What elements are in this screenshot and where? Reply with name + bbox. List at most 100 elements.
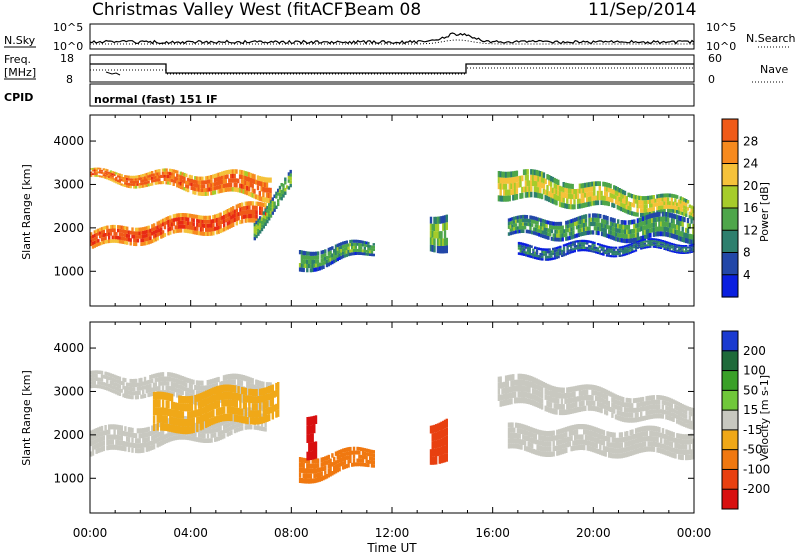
data-cell bbox=[262, 394, 265, 402]
data-cell bbox=[647, 446, 650, 452]
data-cell bbox=[316, 458, 320, 464]
data-cell bbox=[510, 177, 513, 184]
data-cell bbox=[431, 244, 434, 252]
data-cell bbox=[624, 441, 627, 448]
data-cell bbox=[336, 455, 339, 460]
data-cell bbox=[638, 442, 641, 448]
data-cell bbox=[627, 440, 631, 447]
data-cell bbox=[587, 240, 591, 243]
data-cell bbox=[561, 252, 564, 255]
data-cell bbox=[631, 219, 634, 225]
data-cell bbox=[133, 231, 136, 235]
data-cell bbox=[264, 187, 267, 193]
data-cell bbox=[634, 247, 638, 250]
data-cell bbox=[602, 232, 606, 237]
data-cell bbox=[661, 414, 664, 419]
data-cell bbox=[543, 250, 546, 254]
data-cell bbox=[91, 167, 95, 170]
data-cell bbox=[529, 442, 532, 448]
data-cell bbox=[638, 240, 641, 243]
data-cell bbox=[167, 400, 170, 409]
data-cell bbox=[102, 230, 105, 234]
data-cell bbox=[570, 223, 573, 228]
data-cell bbox=[309, 425, 313, 434]
data-cell bbox=[120, 232, 123, 237]
data-cell bbox=[511, 220, 514, 225]
data-cell bbox=[519, 385, 522, 392]
data-cell bbox=[511, 438, 514, 444]
data-cell bbox=[436, 231, 440, 239]
data-cell bbox=[97, 427, 100, 433]
data-cell bbox=[654, 217, 657, 222]
data-cell bbox=[589, 186, 592, 192]
data-cell bbox=[372, 457, 375, 461]
data-cell bbox=[563, 448, 566, 454]
data-cell bbox=[260, 220, 264, 225]
data-cell bbox=[570, 430, 573, 436]
data-cell bbox=[109, 380, 113, 385]
data-cell bbox=[652, 222, 656, 228]
data-cell bbox=[244, 387, 247, 396]
data-cell bbox=[315, 267, 318, 272]
data-cell bbox=[504, 375, 508, 382]
data-cell bbox=[667, 450, 670, 457]
data-cell bbox=[654, 441, 657, 447]
data-cell bbox=[129, 432, 132, 438]
data-cell bbox=[519, 247, 522, 250]
data-cell bbox=[497, 183, 501, 190]
data-cell bbox=[160, 376, 163, 382]
data-cell bbox=[205, 223, 208, 228]
data-cell bbox=[536, 429, 539, 435]
data-cell bbox=[185, 416, 188, 421]
data-cell bbox=[102, 176, 105, 179]
data-cell bbox=[255, 396, 258, 404]
data-cell bbox=[190, 379, 193, 385]
data-cell bbox=[206, 223, 210, 228]
data-cell bbox=[538, 225, 541, 230]
data-cell bbox=[654, 202, 657, 207]
data-cell bbox=[156, 377, 159, 382]
data-cell bbox=[304, 458, 307, 464]
data-cell bbox=[535, 186, 538, 193]
data-cell bbox=[536, 228, 539, 233]
data-cell bbox=[539, 252, 542, 256]
data-cell bbox=[531, 448, 534, 454]
data-cell bbox=[313, 458, 316, 464]
data-cell bbox=[688, 407, 691, 412]
data-cell bbox=[570, 241, 573, 244]
data-cell bbox=[125, 390, 129, 395]
data-cell bbox=[658, 427, 661, 433]
data-cell bbox=[257, 201, 260, 206]
data-cell bbox=[208, 175, 211, 180]
data-cell bbox=[95, 229, 98, 233]
data-cell bbox=[553, 386, 556, 392]
data-cell bbox=[608, 234, 611, 239]
data-cell bbox=[649, 228, 652, 233]
data-cell bbox=[690, 208, 693, 213]
data-cell bbox=[194, 187, 197, 191]
data-cell bbox=[615, 437, 618, 443]
data-cell bbox=[512, 188, 515, 195]
data-cell bbox=[518, 444, 521, 450]
data-cell bbox=[667, 401, 670, 407]
data-cell bbox=[539, 187, 542, 194]
data-cell bbox=[240, 184, 244, 189]
data-cell bbox=[530, 180, 533, 186]
data-cell bbox=[499, 183, 502, 190]
data-cell bbox=[248, 395, 251, 403]
data-cell bbox=[214, 226, 217, 231]
data-cell bbox=[222, 170, 226, 176]
data-cell bbox=[115, 179, 118, 182]
data-cell bbox=[125, 386, 129, 391]
data-cell bbox=[520, 423, 523, 429]
data-cell bbox=[561, 254, 564, 257]
data-cell bbox=[594, 200, 598, 206]
data-cell bbox=[569, 199, 573, 205]
data-cell bbox=[124, 182, 127, 185]
data-cell bbox=[183, 228, 186, 233]
data-cell bbox=[197, 184, 200, 188]
data-cell bbox=[219, 184, 222, 189]
data-cell bbox=[539, 255, 542, 258]
data-cell bbox=[631, 403, 634, 408]
data-cell bbox=[531, 437, 534, 444]
